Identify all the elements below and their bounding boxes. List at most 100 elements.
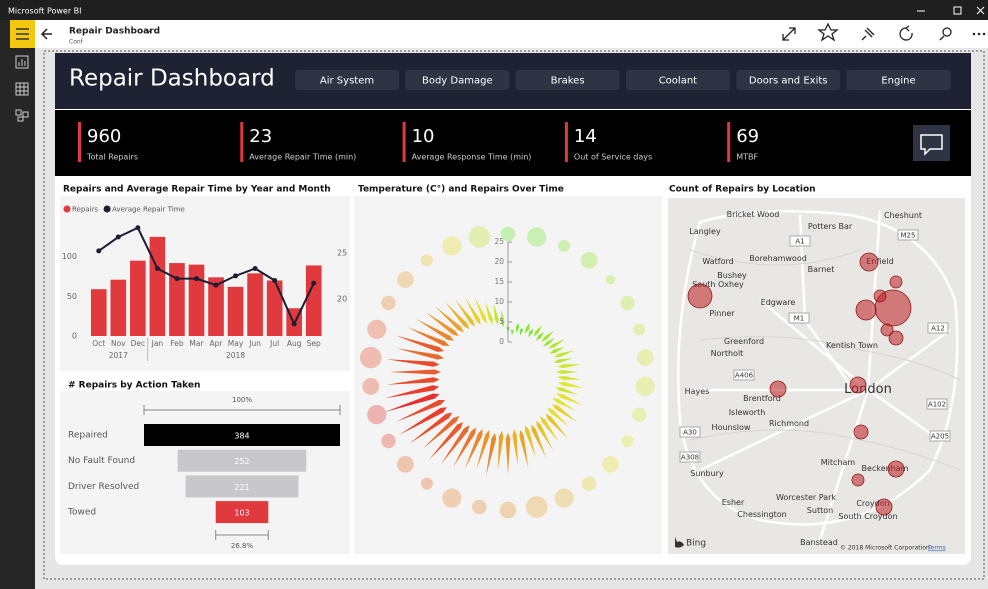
temperature-spike (536, 420, 553, 450)
map-place-label: Richmond (769, 419, 809, 428)
repairs-bubble (472, 499, 487, 515)
funnel-bottom-label: 26.8% (231, 542, 254, 550)
filter-label: Body Damage (422, 76, 493, 87)
map-place-label: Barnet (808, 265, 835, 274)
map-place-label: Edgware (761, 298, 796, 307)
y-tick-label: 100 (62, 252, 77, 261)
map-road-label: M25 (901, 232, 916, 240)
x-tick-label: May (228, 339, 244, 348)
temperature-spike (485, 301, 493, 325)
map-road-shield (679, 451, 701, 463)
repairs-bubble (605, 274, 616, 285)
x-tick-label: Aug (287, 339, 302, 348)
map-place-label: Enfield (866, 257, 893, 266)
filter-label: Coolant (659, 76, 697, 87)
temperature-spike (555, 387, 579, 395)
repairs-bubble (621, 435, 634, 447)
funnel-top-label: 100% (232, 396, 252, 404)
repairs-bubble (381, 295, 396, 311)
year-label: 2018 (226, 351, 245, 360)
temperature-spike (545, 413, 569, 439)
map-bubble (859, 252, 879, 272)
repairs-bubble (602, 455, 619, 473)
temperature-spike (395, 335, 445, 352)
repairs-bubble (442, 488, 462, 508)
repairs-bubble (527, 227, 547, 247)
temperature-spike (519, 328, 524, 336)
map-place-label: Beckenham (862, 464, 909, 473)
menu-icon (16, 28, 29, 40)
funnel-bar (215, 501, 269, 524)
temperature-spike (533, 325, 543, 338)
window-controls[interactable] (917, 6, 985, 15)
repairs-bubble (362, 378, 380, 395)
map-road-label: A205 (931, 433, 949, 441)
radial-tick-label: 20 (494, 257, 504, 266)
sidebar-icons[interactable] (15, 55, 29, 122)
temperature-spike (455, 299, 476, 327)
map-road-shield (927, 322, 949, 334)
bar (266, 280, 283, 336)
map-place-label: Worcester Park (776, 493, 836, 502)
y-tick-label: 0 (72, 332, 77, 341)
line-marker (272, 278, 278, 283)
x-tick-label: Mar (189, 339, 204, 348)
bar (247, 273, 263, 336)
repairs-bubble (525, 496, 548, 518)
kpi-label: Average Repair Time (min) (249, 153, 356, 162)
line-marker (291, 321, 297, 327)
kpi-accent (402, 122, 406, 162)
temperature-spike (552, 397, 576, 411)
temperature-spike (535, 331, 545, 342)
kpi-label: Average Response Time (min) (412, 153, 532, 162)
filter-button[interactable] (625, 70, 730, 90)
map-road-label: M1 (794, 315, 805, 323)
back-button[interactable] (40, 28, 52, 40)
map-place-label: Croydon (856, 499, 889, 508)
map-place-label: Bushey (717, 271, 747, 280)
filter-label: Brakes (551, 76, 585, 87)
page-subtitle: Conf (69, 39, 84, 46)
kpi-value: 69 (736, 126, 759, 147)
kpi-value: 960 (87, 126, 121, 147)
temperature-spike (512, 429, 518, 466)
toolbar-icons[interactable] (782, 22, 986, 42)
bar (188, 264, 205, 336)
radial-tick-label: 5 (499, 317, 504, 326)
filter-button[interactable] (846, 70, 951, 90)
temperature-spike (547, 407, 569, 427)
filter-button[interactable] (405, 70, 510, 90)
filter-button[interactable] (736, 70, 841, 90)
funnel-bar (144, 424, 340, 446)
funnel-value: 252 (234, 457, 249, 466)
map-place-label: Northolt (711, 349, 744, 358)
filter-button[interactable] (515, 70, 620, 90)
line-marker (193, 276, 199, 282)
repairs-bubble (636, 349, 654, 366)
map-place-label: South Croydon (838, 512, 897, 521)
chart-title: Count of Repairs by Location (669, 185, 816, 195)
map-bubble (851, 473, 865, 487)
map-bubble (769, 380, 787, 398)
map-copyright: © 2018 Microsoft Corporation (840, 545, 930, 552)
repairs-bubble (468, 226, 491, 248)
map-road-label: A406 (735, 372, 754, 380)
map-place-label: Potters Bar (808, 222, 853, 231)
filter-button[interactable] (295, 70, 399, 90)
repairs-bubble (367, 405, 387, 425)
bar (149, 236, 166, 336)
line-marker (213, 282, 219, 288)
temperature-spike (407, 327, 450, 346)
x-tick-label: Sep (307, 339, 321, 348)
page-menu-chevron[interactable] (145, 29, 152, 34)
kpi-value: 14 (574, 126, 597, 147)
map-road-label: A308 (681, 454, 699, 462)
chat-button[interactable] (913, 125, 950, 161)
bar (208, 277, 224, 336)
repairs-bubble (632, 407, 647, 422)
map-place-label: Hounslow (712, 423, 751, 432)
line-marker (311, 280, 317, 286)
repairs-bubble (499, 501, 517, 519)
map-bubble (875, 498, 893, 516)
map-terms-link[interactable]: Terms (927, 545, 946, 552)
